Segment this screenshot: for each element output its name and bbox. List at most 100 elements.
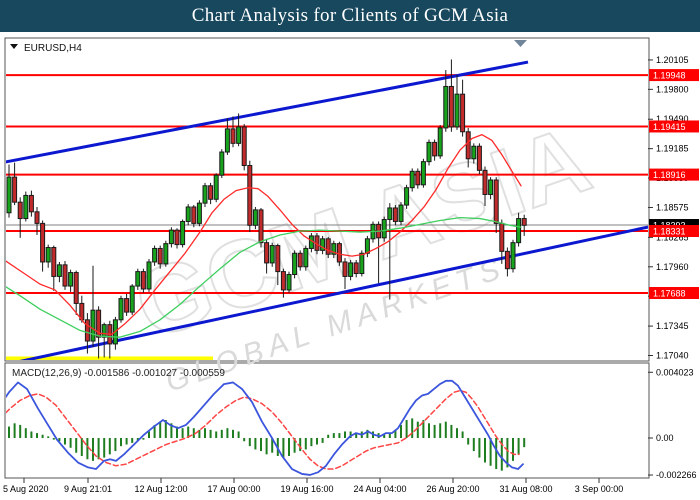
candle-body <box>17 201 23 220</box>
candle-body <box>269 245 275 264</box>
time-tick-label: 24 Aug 04:00 <box>353 484 406 494</box>
candle-body <box>185 206 191 222</box>
ma-fast-red-line <box>6 134 522 335</box>
candle-body <box>174 229 180 246</box>
price-tick-label: 1.17960 <box>656 262 689 272</box>
candle-body <box>348 262 354 277</box>
candle-body <box>28 194 34 213</box>
price-tick-label: 1.17040 <box>656 350 689 360</box>
candle-body <box>275 245 281 273</box>
candle-body <box>297 252 303 268</box>
candle-body <box>45 246 51 263</box>
level-price-badge <box>649 168 699 181</box>
macd-main-line <box>6 379 524 476</box>
chart-shift-marker-icon <box>514 40 527 47</box>
candle-body <box>342 261 348 277</box>
candle-body <box>404 187 410 206</box>
candle-body <box>247 165 253 226</box>
candle-body <box>331 243 337 255</box>
candle-body <box>471 145 477 160</box>
candle-body <box>420 161 426 186</box>
candle-body <box>168 229 174 245</box>
candle-body <box>252 209 258 226</box>
candle-body <box>398 204 404 222</box>
candle-body <box>510 242 516 270</box>
title-bar: Chart Analysis for Clients of GCM Asia <box>0 0 700 32</box>
candle-body <box>196 202 202 224</box>
macd-tick-label: 0.004023 <box>656 367 694 377</box>
candle-body <box>6 176 12 214</box>
level-price-badge-label: 1.17688 <box>653 289 686 299</box>
candle-body <box>488 179 494 195</box>
candle-body <box>465 131 471 160</box>
candle-body <box>286 273 292 291</box>
candle-body <box>51 246 57 277</box>
candle-body <box>191 206 197 224</box>
candle-body <box>381 219 387 239</box>
candle-body <box>140 271 146 290</box>
price-tick-label: 1.19800 <box>656 84 689 94</box>
page-title: Chart Analysis for Clients of GCM Asia <box>191 5 509 26</box>
candle-body <box>448 85 454 128</box>
price-tick-label: 1.20105 <box>656 55 689 65</box>
candle-body <box>163 243 169 265</box>
candle-body <box>454 93 460 128</box>
candle-body <box>34 211 40 224</box>
candle-body <box>320 238 326 251</box>
candle-body <box>493 179 499 224</box>
candle-body <box>460 93 466 133</box>
candle-body <box>353 262 359 275</box>
candle-body <box>202 185 208 204</box>
level-price-badge <box>649 120 699 133</box>
candle-body <box>62 264 68 287</box>
candle-body <box>12 176 18 203</box>
candle-body <box>23 194 29 220</box>
candle-body <box>73 272 79 304</box>
candle-body <box>504 250 510 270</box>
candle-body <box>213 174 219 200</box>
macd-tick-label: 0.00 <box>656 433 674 443</box>
candle-body <box>258 209 264 244</box>
candle-body <box>146 261 152 290</box>
level-price-badge-label: 1.18331 <box>653 227 686 237</box>
candle-body <box>303 247 309 268</box>
macd-tick-label: -0.002266 <box>656 470 697 480</box>
candle-body <box>336 243 342 263</box>
time-tick-label: 17 Aug 00:00 <box>207 484 260 494</box>
macd-signal-line <box>6 389 520 470</box>
time-tick-label: 5 Aug 2020 <box>3 484 49 494</box>
candle-body <box>482 169 488 195</box>
candle-body <box>499 222 505 252</box>
main-chart-surface[interactable] <box>4 37 650 362</box>
level-price-badge-label: 1.19948 <box>653 71 686 81</box>
candle-body <box>241 126 247 167</box>
price-tick-label: 1.19490 <box>656 114 689 124</box>
price-tick-label: 1.18575 <box>656 202 689 212</box>
candle-body <box>208 185 214 200</box>
level-price-badge <box>649 225 699 237</box>
candle-body <box>124 298 130 313</box>
symbol-label: EURUSD,H4 <box>24 43 82 54</box>
main-plot-group <box>6 59 648 360</box>
candle-body <box>90 309 96 342</box>
macd-plot-group <box>6 379 526 476</box>
candle-body <box>157 247 163 265</box>
symbol-dropdown-icon[interactable] <box>10 44 18 49</box>
macd-panel-surface[interactable] <box>4 362 650 479</box>
candle-body <box>392 207 398 222</box>
time-tick-label: 3 Sep 00:00 <box>575 484 624 494</box>
time-tick-label: 12 Aug 12:00 <box>134 484 187 494</box>
price-tick-label: 1.17345 <box>656 321 689 331</box>
candle-body <box>40 222 46 263</box>
candle-body <box>96 309 102 338</box>
candle-body <box>426 141 432 163</box>
time-tick-label: 31 Aug 08:00 <box>499 484 552 494</box>
candles-group <box>6 59 527 359</box>
candle-body <box>387 207 393 221</box>
price-tick-label: 1.19185 <box>656 144 689 154</box>
candle-body <box>292 252 298 275</box>
candle-body <box>521 218 527 226</box>
candle-body <box>118 298 124 321</box>
